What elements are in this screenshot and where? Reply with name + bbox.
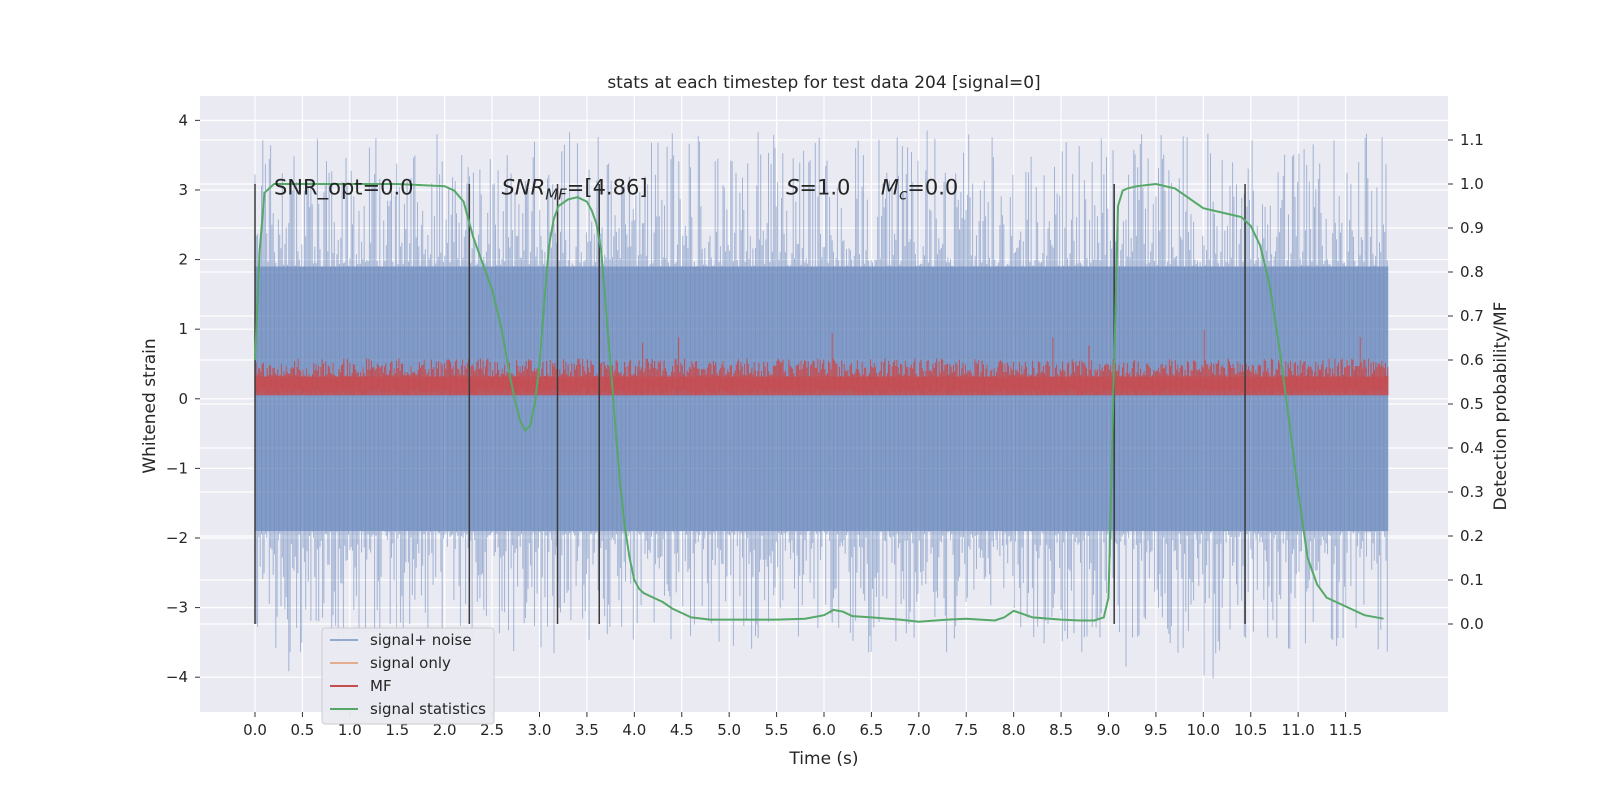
x-tick-label: 4.0 <box>622 721 646 739</box>
x-tick-label: 6.0 <box>812 721 836 739</box>
legend-label-mf: MF <box>370 677 392 695</box>
y-tick-label: −1 <box>166 459 188 477</box>
x-tick-label: 6.5 <box>859 721 883 739</box>
y-tick-label: −3 <box>166 599 188 617</box>
y-right-tick-label: 0.4 <box>1460 439 1484 457</box>
x-tick-label: 7.0 <box>907 721 931 739</box>
x-tick-label: 2.0 <box>433 721 457 739</box>
annotation-1: SNRMF=[4.86] <box>502 175 648 203</box>
annotation-2: S=1.0 <box>786 175 850 199</box>
annotations: SNR_opt=0.0 SNRMF=[4.86] S=1.0 Mc=0.0 <box>274 175 958 203</box>
x-tick-label: 10.0 <box>1187 721 1220 739</box>
y-tick-label: −2 <box>166 529 188 547</box>
x-tick-label: 3.0 <box>528 721 552 739</box>
noise-band <box>255 266 1389 532</box>
y-right-tick-label: 0.8 <box>1460 263 1484 281</box>
legend-label-signal-only: signal only <box>370 654 451 672</box>
x-tick-label: 7.5 <box>954 721 978 739</box>
legend-label-noise: signal+ noise <box>370 631 472 649</box>
x-tick-label: 9.5 <box>1144 721 1168 739</box>
x-tick-label: 0.0 <box>243 721 267 739</box>
y-right-tick-label: 0.0 <box>1460 615 1484 633</box>
series-signal-noise <box>254 130 1389 679</box>
x-tick-label: 4.5 <box>670 721 694 739</box>
x-tick-label: 11.0 <box>1281 721 1314 739</box>
legend-box <box>321 627 495 725</box>
x-tick-label: 10.5 <box>1234 721 1267 739</box>
y-tick-label: 2 <box>178 251 188 269</box>
y-right-tick-label: 0.9 <box>1460 219 1484 237</box>
y-right-tick-label: 0.1 <box>1460 571 1484 589</box>
x-tick-label: 8.0 <box>1002 721 1026 739</box>
y-right-tick-label: 1.1 <box>1460 131 1484 149</box>
annotation-3: Mc=0.0 <box>881 175 958 203</box>
y-tick-label: 1 <box>178 320 188 338</box>
y-axis-label: Whitened strain <box>140 338 160 473</box>
x-tick-label: 5.5 <box>765 721 789 739</box>
x-tick-label: 3.5 <box>575 721 599 739</box>
y-right-tick-label: 0.3 <box>1460 483 1484 501</box>
y-tick-label: −4 <box>166 668 188 686</box>
x-tick-label: 2.5 <box>480 721 504 739</box>
ticks: 0.0 0.5 1.0 1.5 2.0 2.5 3.0 3.5 4.0 4.5 5.0 5.5 6.0 6… <box>166 111 1484 739</box>
legend: signal+ noise signal only MF signal stat… <box>321 627 495 725</box>
y-right-tick-label: 1.0 <box>1460 175 1484 193</box>
x-axis-label: Time (s) <box>788 749 858 769</box>
series-signal-statistics <box>254 182 1384 623</box>
y-tick-label: 4 <box>178 111 188 129</box>
chart-title: stats at each timestep for test data 204… <box>607 73 1040 93</box>
y-right-tick-label: 0.2 <box>1460 527 1484 545</box>
annotation-0: SNR_opt=0.0 <box>274 175 414 200</box>
y-right-tick-label: 0.5 <box>1460 395 1484 413</box>
y-right-tick-label: 0.6 <box>1460 351 1484 369</box>
statistics-line <box>254 182 1384 623</box>
x-tick-label: 8.5 <box>1049 721 1073 739</box>
y-tick-label: 3 <box>178 181 188 199</box>
x-tick-label: 5.0 <box>717 721 741 739</box>
x-tick-label: 1.0 <box>338 721 362 739</box>
x-tick-label: 0.5 <box>290 721 314 739</box>
x-tick-label: 1.5 <box>385 721 409 739</box>
y-tick-label: 0 <box>178 390 188 408</box>
legend-label-statistics: signal statistics <box>370 700 486 718</box>
y-right-axis-label: Detection probability/MF <box>1491 302 1511 511</box>
y-right-tick-label: 0.7 <box>1460 307 1484 325</box>
x-tick-label: 9.0 <box>1097 721 1121 739</box>
x-tick-label: 11.5 <box>1329 721 1362 739</box>
